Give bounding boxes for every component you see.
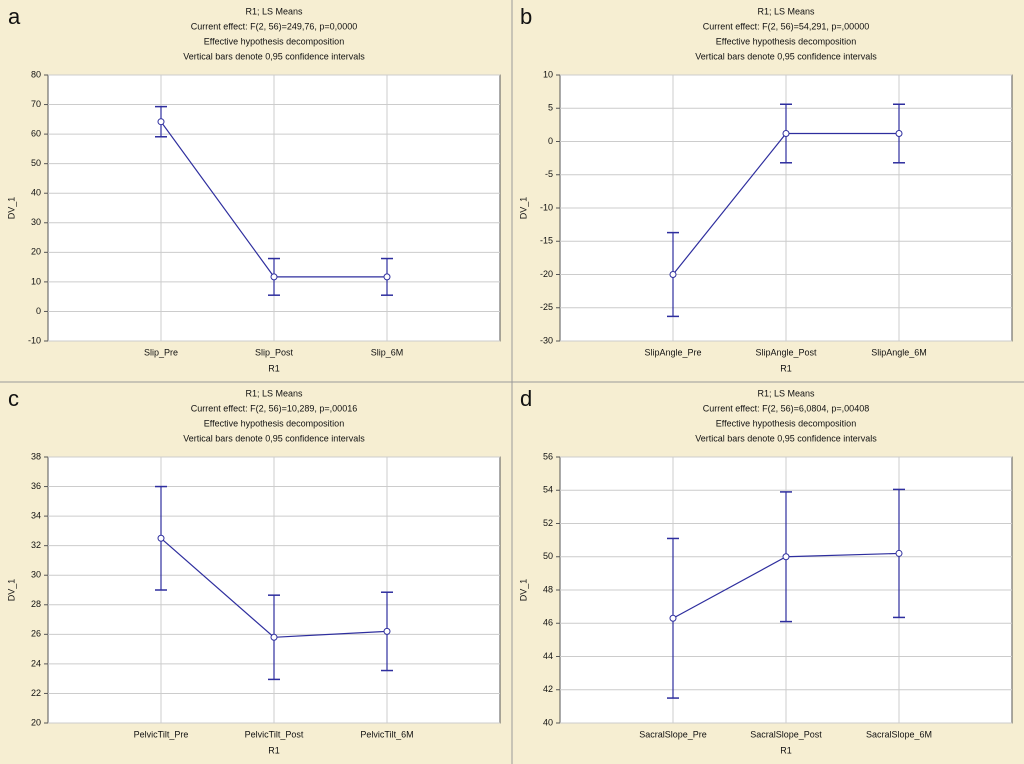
y-tick-label: 32 [31,540,41,550]
y-tick-label: -15 [540,236,553,246]
y-tick-label: 56 [543,451,553,461]
point [270,273,278,281]
chart-subtitle: Effective hypothesis decomposition [204,418,344,428]
x-tick-label: PelvicTilt_Pre [134,729,189,739]
chart-subtitle: Current effect: F(2, 56)=10,289, p=,0001… [191,403,357,413]
chart-subtitle: Current effect: F(2, 56)=249,76, p=0,000… [191,21,357,31]
x-axis-label: R1 [780,363,792,373]
y-tick-label: 52 [543,518,553,528]
y-tick-label: 50 [543,551,553,561]
y-tick-label: 20 [31,247,41,257]
panel: b R1; LS Means Current effect: F(2, 56)=54… [518,4,1013,373]
y-tick-label: 10 [543,69,553,79]
x-tick-label: PelvicTilt_Post [245,729,304,739]
panel: a R1; LS Means Current effect: F(2, 56)=24… [6,4,501,373]
y-tick-label: 5 [548,103,553,113]
panel: d R1; LS Means Current effect: F(2, 56)=6,… [518,386,1013,755]
x-tick-label: Slip_Post [255,347,294,357]
panel-label: a [8,4,21,29]
y-tick-label: -10 [28,335,41,345]
chart-subtitle: Vertical bars denote 0,95 confidence int… [695,51,877,61]
x-tick-label: Slip_6M [371,347,404,357]
y-tick-label: 0 [36,306,41,316]
y-tick-label: 10 [31,276,41,286]
x-tick-label: SacralSlope_Post [750,729,822,739]
point [782,130,790,138]
chart-subtitle: Current effect: F(2, 56)=6,0804, p=,0040… [703,403,869,413]
y-tick-label: -5 [545,169,553,179]
point [270,633,278,641]
point [383,627,391,635]
y-tick-label: 54 [543,485,553,495]
chart-title: R1; LS Means [245,6,303,16]
y-tick-label: 22 [31,688,41,698]
chart-subtitle: Effective hypothesis decomposition [716,418,856,428]
chart-subtitle: Current effect: F(2, 56)=54,291, p=,0000… [703,21,869,31]
y-tick-label: -25 [540,302,553,312]
panel-label: c [8,386,19,411]
point [669,614,677,622]
panel-label: b [520,4,532,29]
x-axis-label: R1 [780,745,792,755]
chart-subtitle: Effective hypothesis decomposition [204,36,344,46]
y-axis-label: DV_1 [6,579,16,602]
chart-subtitle: Vertical bars denote 0,95 confidence int… [695,433,877,443]
y-tick-label: 38 [31,451,41,461]
y-tick-label: 24 [31,658,41,668]
point [157,118,165,126]
y-axis-label: DV_1 [518,579,528,602]
x-tick-label: SlipAngle_6M [871,347,927,357]
chart-title: R1; LS Means [245,388,303,398]
y-tick-label: 26 [31,629,41,639]
point [895,549,903,557]
y-tick-label: 44 [543,651,553,661]
chart-title: R1; LS Means [757,388,815,398]
y-tick-label: -20 [540,269,553,279]
y-tick-label: 0 [548,136,553,146]
y-tick-label: 36 [31,481,41,491]
y-tick-label: 80 [31,69,41,79]
y-tick-label: 42 [543,684,553,694]
y-axis-label: DV_1 [518,197,528,220]
panel: c R1; LS Means Current effect: F(2, 56)=10… [6,386,501,755]
y-tick-label: -30 [540,335,553,345]
y-tick-label: 34 [31,510,41,520]
y-axis-label: DV_1 [6,197,16,220]
y-tick-label: -10 [540,202,553,212]
point [782,553,790,561]
point [383,273,391,281]
x-axis-label: R1 [268,745,280,755]
chart-subtitle: Effective hypothesis decomposition [716,36,856,46]
y-tick-label: 70 [31,99,41,109]
panel-label: d [520,386,532,411]
point [669,271,677,278]
x-tick-label: SlipAngle_Post [755,347,817,357]
y-tick-label: 46 [543,618,553,628]
y-tick-label: 60 [31,128,41,138]
y-tick-label: 20 [31,717,41,727]
x-tick-label: SacralSlope_Pre [639,729,707,739]
x-tick-label: Slip_Pre [144,347,178,357]
y-tick-label: 30 [31,217,41,227]
chart-subtitle: Vertical bars denote 0,95 confidence int… [183,51,365,61]
x-tick-label: SlipAngle_Pre [644,347,701,357]
x-axis-label: R1 [268,363,280,373]
y-tick-label: 48 [543,584,553,594]
point [157,534,165,542]
point [895,130,903,138]
x-tick-label: SacralSlope_6M [866,729,932,739]
chart-title: R1; LS Means [757,6,815,16]
y-tick-label: 30 [31,570,41,580]
chart-subtitle: Vertical bars denote 0,95 confidence int… [183,433,365,443]
y-tick-label: 28 [31,599,41,609]
y-tick-label: 40 [543,717,553,727]
y-tick-label: 40 [31,188,41,198]
y-tick-label: 50 [31,158,41,168]
x-tick-label: PelvicTilt_6M [360,729,413,739]
